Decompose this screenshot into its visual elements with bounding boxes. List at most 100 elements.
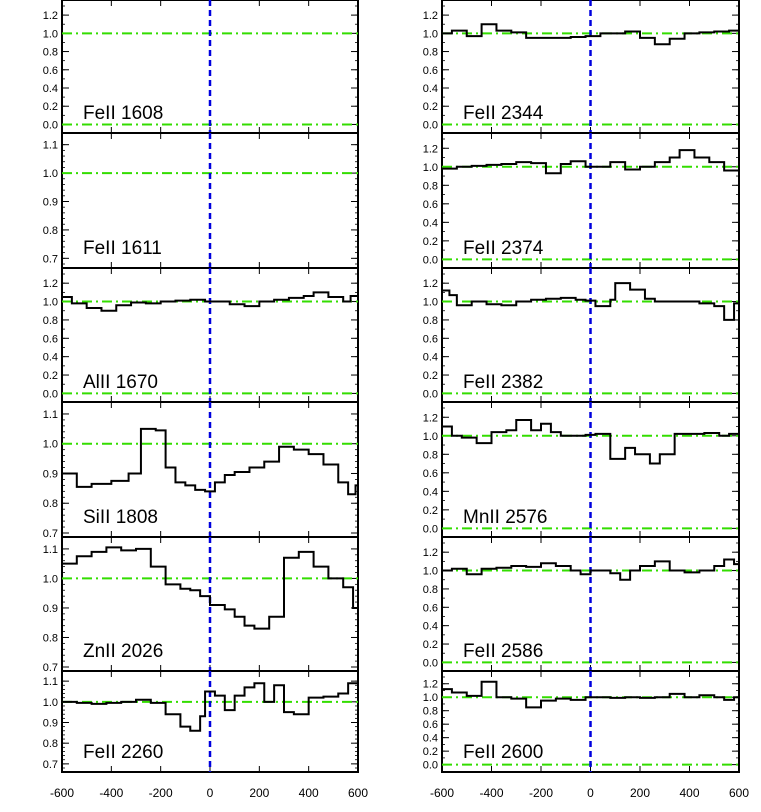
y-tick-label: 0.9	[43, 718, 58, 730]
y-tick-label: 0.2	[423, 505, 438, 517]
y-tick-label: 1.2	[423, 143, 438, 155]
y-tick-label: 0.8	[423, 315, 438, 327]
flux-step-line	[442, 149, 740, 175]
y-tick-label: 0.7	[43, 253, 58, 265]
y-tick-label: 0.9	[43, 468, 58, 480]
y-tick-label: 0.4	[423, 733, 438, 745]
flux-step-line	[442, 558, 739, 581]
y-tick-label: 0.8	[423, 449, 438, 461]
y-tick-label: 1.0	[43, 297, 58, 309]
x-tick-label: -400	[479, 786, 503, 800]
y-tick-label: 1.0	[423, 692, 438, 704]
y-tick-label: 1.2	[423, 10, 438, 22]
x-tick-label: 600	[348, 786, 368, 800]
x-tick-label: -200	[149, 786, 173, 800]
y-tick-label: 1.1	[43, 676, 58, 688]
y-tick-label: 1.0	[43, 28, 58, 40]
panel-label: FeII 1611	[83, 238, 162, 259]
y-tick-label: 0.6	[423, 719, 438, 731]
y-tick-label: 1.0	[423, 297, 438, 309]
x-tick-label: -200	[529, 786, 553, 800]
y-tick-label: 1.0	[43, 573, 58, 585]
y-tick-label: 1.2	[43, 10, 58, 22]
y-tick-label: 1.2	[423, 679, 438, 691]
y-tick-label: 0.8	[43, 225, 58, 237]
panel-label: SiII 1808	[83, 507, 158, 528]
y-tick-label: 0.4	[423, 352, 438, 364]
y-tick-label: 0.6	[423, 468, 438, 480]
y-tick-label: 0.9	[43, 603, 58, 615]
x-tick-label: 200	[249, 786, 269, 800]
y-tick-label: 1.0	[423, 566, 438, 578]
y-tick-label: 1.0	[423, 162, 438, 174]
y-tick-label: 1.2	[423, 278, 438, 290]
panel-label: FeII 2600	[463, 742, 543, 763]
y-tick-label: 0.7	[43, 662, 58, 674]
x-tick-label: 0	[207, 786, 214, 800]
y-tick-label: 0.8	[43, 632, 58, 644]
y-tick-label: 0.8	[43, 498, 58, 510]
y-tick-label: 0.8	[423, 706, 438, 718]
x-tick-label: -400	[99, 786, 123, 800]
y-tick-label: 0.0	[423, 760, 438, 772]
flux-step-line	[442, 419, 740, 465]
y-tick-label: 0.0	[423, 119, 438, 131]
y-tick-label: 1.2	[423, 412, 438, 424]
panel-label: FeII 2374	[463, 238, 544, 259]
x-tick-label: 0	[587, 786, 594, 800]
y-tick-label: 0.4	[423, 621, 438, 633]
y-tick-label: 0.9	[43, 197, 58, 209]
x-tick-label: 400	[299, 786, 319, 800]
x-tick-label: 400	[679, 786, 699, 800]
panel-label: ZnII 2026	[83, 641, 163, 662]
panel-label: FeII 2382	[463, 372, 543, 393]
flux-step-line	[62, 427, 358, 496]
panel-label: FeII 2586	[463, 641, 543, 662]
y-tick-label: 0.2	[423, 236, 438, 248]
y-tick-label: 0.6	[423, 65, 438, 77]
y-tick-label: 1.0	[423, 28, 438, 40]
y-tick-label: 0.0	[43, 388, 58, 400]
x-tick-label: 600	[729, 786, 749, 800]
y-tick-label: 1.1	[43, 140, 58, 152]
y-tick-label: 1.1	[43, 544, 58, 556]
y-tick-label: 0.6	[43, 333, 58, 345]
y-tick-label: 0.6	[423, 333, 438, 345]
flux-step-line	[62, 682, 359, 732]
y-tick-label: 0.2	[423, 101, 438, 113]
panel-label: FeII 2260	[83, 742, 163, 763]
panel-label: AlII 1670	[83, 372, 158, 393]
flux-step-line	[442, 680, 740, 709]
y-tick-label: 0.0	[423, 523, 438, 535]
x-tick-label: 200	[630, 786, 650, 800]
y-tick-label: 0.7	[43, 759, 58, 771]
y-tick-label: 0.4	[43, 83, 58, 95]
y-tick-label: 0.8	[423, 47, 438, 59]
y-tick-label: 0.7	[43, 528, 58, 540]
panel-label: FeII 2344	[463, 103, 544, 124]
y-tick-label: 0.0	[43, 119, 58, 131]
x-tick-label: -600	[430, 786, 454, 800]
flux-step-line	[62, 546, 359, 630]
y-tick-label: 0.2	[423, 746, 438, 758]
y-tick-label: 0.2	[423, 639, 438, 651]
panel-label: FeII 1608	[83, 103, 163, 124]
y-tick-label: 0.4	[43, 352, 58, 364]
y-tick-label: 1.2	[43, 278, 58, 290]
y-tick-label: 0.8	[423, 180, 438, 192]
y-tick-label: 0.8	[43, 47, 58, 59]
y-tick-label: 1.1	[43, 409, 58, 421]
y-tick-label: 0.4	[423, 217, 438, 229]
y-tick-label: 1.2	[423, 547, 438, 559]
y-tick-label: 0.0	[423, 254, 438, 266]
y-tick-label: 1.0	[423, 431, 438, 443]
y-tick-label: 0.0	[423, 657, 438, 669]
y-tick-label: 0.8	[43, 315, 58, 327]
y-tick-label: 0.4	[423, 486, 438, 498]
flux-step-line	[442, 23, 740, 46]
flux-step-line	[62, 291, 359, 312]
y-tick-label: 0.6	[43, 65, 58, 77]
y-tick-label: 0.6	[423, 602, 438, 614]
flux-step-line	[442, 282, 739, 321]
